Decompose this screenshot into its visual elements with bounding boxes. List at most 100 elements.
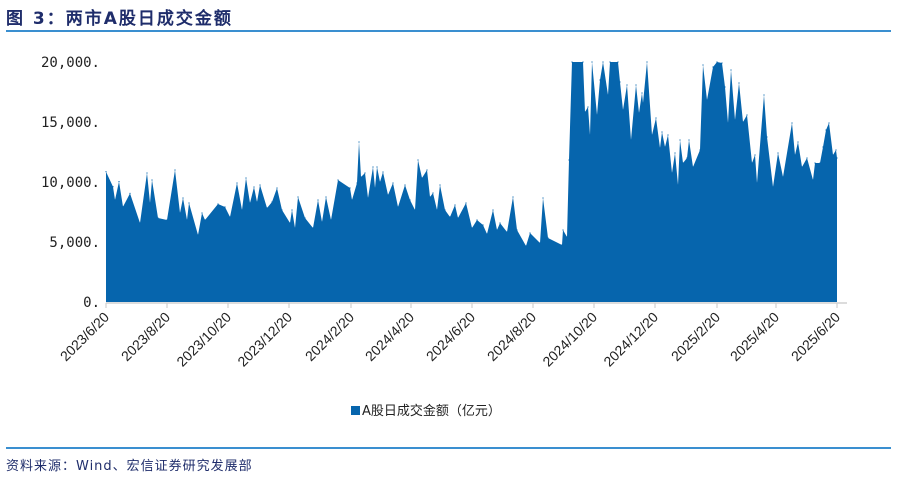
data-point bbox=[655, 117, 657, 119]
data-point bbox=[562, 229, 564, 231]
data-point bbox=[409, 199, 411, 201]
data-point bbox=[806, 157, 808, 159]
legend: A股日成交金额（亿元） bbox=[351, 403, 501, 419]
data-point bbox=[664, 146, 666, 148]
data-point bbox=[304, 217, 306, 219]
data-point bbox=[677, 184, 679, 186]
data-point bbox=[814, 162, 816, 164]
data-point bbox=[763, 94, 765, 96]
data-point bbox=[622, 109, 624, 111]
data-point bbox=[641, 92, 643, 94]
data-point bbox=[105, 171, 107, 173]
data-point bbox=[730, 69, 732, 71]
data-point bbox=[596, 114, 598, 116]
data-point bbox=[607, 94, 609, 96]
data-point bbox=[782, 176, 784, 178]
data-point bbox=[197, 234, 199, 236]
data-point bbox=[356, 182, 358, 184]
data-point bbox=[146, 172, 148, 174]
data-point bbox=[516, 229, 518, 231]
data-point bbox=[646, 61, 648, 63]
data-point bbox=[582, 61, 584, 63]
data-point bbox=[836, 157, 838, 159]
data-point bbox=[297, 196, 299, 198]
data-point bbox=[642, 102, 644, 104]
data-point bbox=[791, 122, 793, 124]
data-point bbox=[671, 172, 673, 174]
data-point bbox=[291, 209, 293, 211]
data-point bbox=[602, 61, 604, 63]
data-point bbox=[674, 152, 676, 154]
area-series bbox=[106, 62, 837, 302]
data-point bbox=[721, 62, 723, 64]
data-point bbox=[797, 141, 799, 143]
x-tick-label: 2024/10/20 bbox=[539, 309, 600, 370]
data-point bbox=[174, 169, 176, 171]
data-point bbox=[387, 194, 389, 196]
data-point bbox=[229, 216, 231, 218]
data-point bbox=[599, 79, 601, 81]
data-point bbox=[321, 221, 323, 223]
x-tick-label: 2024/12/20 bbox=[600, 309, 661, 370]
x-tick-label: 2025/2/20 bbox=[668, 309, 724, 365]
data-point bbox=[276, 187, 278, 189]
data-point bbox=[245, 177, 247, 179]
data-point bbox=[364, 172, 366, 174]
data-point bbox=[439, 184, 441, 186]
data-point bbox=[436, 209, 438, 211]
x-tick-label: 2024/8/20 bbox=[484, 309, 540, 365]
data-point bbox=[358, 141, 360, 143]
data-point bbox=[702, 64, 704, 66]
data-point bbox=[706, 99, 708, 101]
data-point bbox=[317, 199, 319, 201]
data-point bbox=[835, 149, 837, 151]
data-point bbox=[754, 154, 756, 156]
data-point bbox=[349, 187, 351, 189]
x-tick-label: 2023/10/20 bbox=[173, 309, 234, 370]
data-point bbox=[179, 212, 181, 214]
data-point bbox=[465, 202, 467, 204]
data-point bbox=[587, 106, 589, 108]
data-point bbox=[638, 112, 640, 114]
data-point bbox=[139, 222, 141, 224]
data-point bbox=[217, 203, 219, 205]
data-point bbox=[376, 166, 378, 168]
data-point bbox=[525, 245, 527, 247]
data-point bbox=[794, 154, 796, 156]
data-point bbox=[157, 217, 159, 219]
data-point bbox=[651, 134, 653, 136]
data-point bbox=[201, 212, 203, 214]
data-point bbox=[777, 152, 779, 154]
data-point bbox=[716, 61, 718, 63]
data-point bbox=[692, 166, 694, 168]
source-divider bbox=[6, 447, 891, 449]
data-point bbox=[512, 196, 514, 198]
data-point bbox=[742, 121, 744, 123]
x-tick-label: 2025/6/20 bbox=[788, 309, 844, 365]
legend-swatch bbox=[351, 406, 360, 415]
data-point bbox=[635, 84, 637, 86]
x-tick-label: 2023/8/20 bbox=[118, 309, 174, 365]
y-tick-label: 15,000. bbox=[41, 115, 100, 131]
data-point bbox=[626, 84, 628, 86]
data-point bbox=[539, 242, 541, 244]
x-tick-label: 2023/6/20 bbox=[57, 309, 113, 365]
data-point bbox=[591, 61, 593, 63]
data-point bbox=[492, 209, 494, 211]
data-point bbox=[404, 184, 406, 186]
data-point bbox=[241, 209, 243, 211]
x-tick-label: 2025/4/20 bbox=[727, 309, 783, 365]
data-point bbox=[188, 202, 190, 204]
x-tick-label: 2024/6/20 bbox=[423, 309, 479, 365]
data-point bbox=[122, 206, 124, 208]
data-point bbox=[617, 61, 619, 63]
source-note: 资料来源：Wind、宏信证券研究发展部 bbox=[6, 459, 253, 474]
data-point bbox=[325, 196, 327, 198]
data-point bbox=[756, 182, 758, 184]
data-point bbox=[630, 139, 632, 141]
data-point bbox=[682, 162, 684, 164]
data-point bbox=[724, 86, 726, 88]
data-point bbox=[832, 154, 834, 156]
data-point bbox=[330, 219, 332, 221]
data-point bbox=[568, 159, 570, 161]
